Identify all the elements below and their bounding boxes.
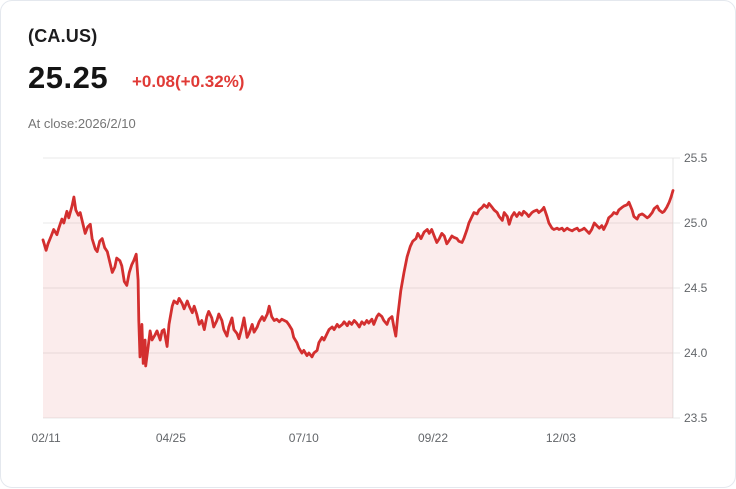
y-tick-label: 25.0 <box>684 216 708 230</box>
y-tick-label: 23.5 <box>684 411 708 425</box>
x-tick-label: 02/11 <box>32 431 61 445</box>
x-tick-label: 07/10 <box>289 431 319 445</box>
x-tick-label: 12/03 <box>546 431 576 445</box>
x-tick-label: 09/22 <box>418 431 448 445</box>
x-tick-label: 04/25 <box>156 431 186 445</box>
y-tick-label: 24.5 <box>684 281 708 295</box>
y-tick-label: 24.0 <box>684 346 708 360</box>
y-tick-label: 25.5 <box>684 151 708 165</box>
